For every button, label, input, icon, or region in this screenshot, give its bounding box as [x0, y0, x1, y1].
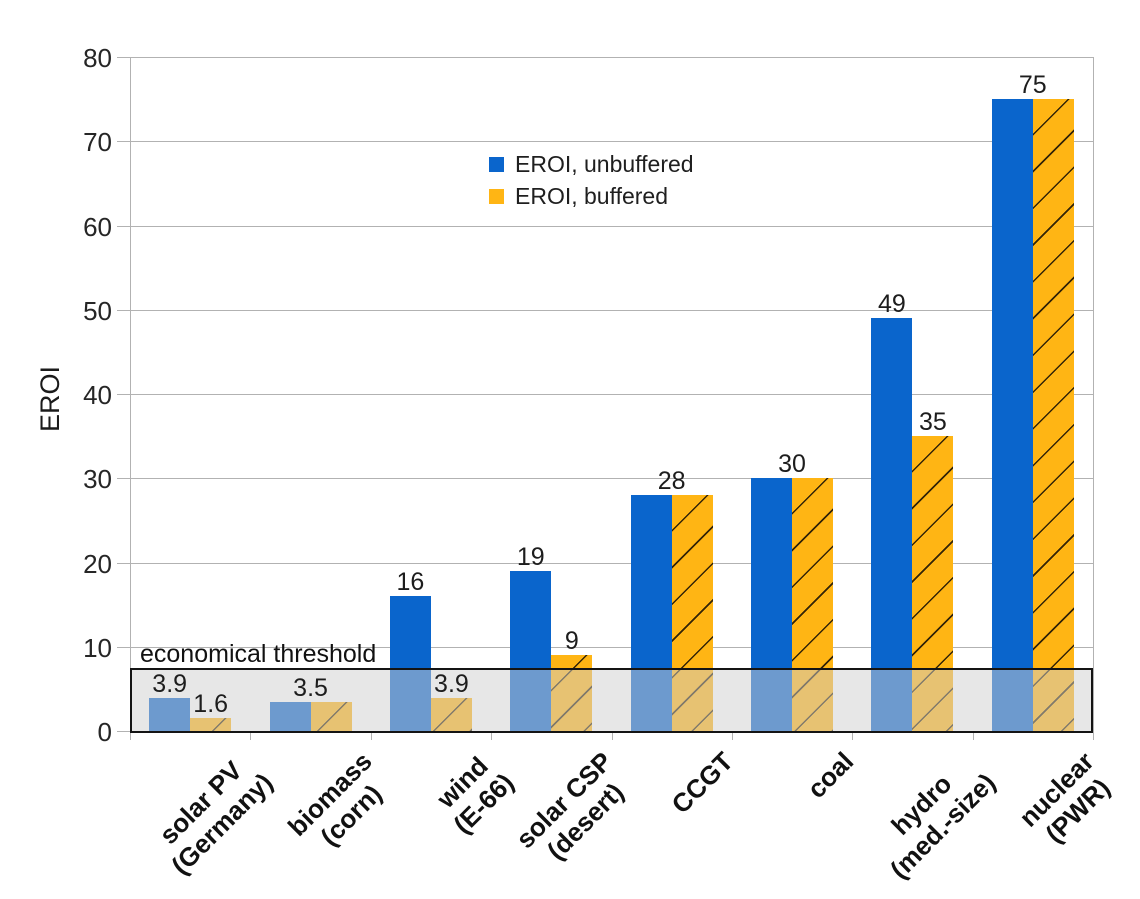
x-axis-tick	[130, 731, 131, 740]
bar-buffered-nuclear-pwr	[1032, 99, 1074, 731]
y-tick-label: 40	[83, 380, 112, 410]
y-tick-label: 50	[83, 295, 112, 326]
bar-value-label: 3.5	[293, 673, 328, 702]
y-axis-tick	[117, 141, 130, 143]
x-axis-tick	[370, 731, 372, 740]
y-tick-label: 20	[83, 548, 112, 579]
y-axis-tick	[117, 478, 130, 480]
x-axis-tick	[852, 731, 854, 740]
legend-label-unbuffered: EROI, unbuffered	[515, 151, 694, 177]
legend-swatch-buffered	[489, 188, 504, 204]
legend-swatch-unbuffered	[489, 156, 504, 172]
x-category-label-hydro-med-size: hydro (med.-size)	[862, 746, 1001, 884]
y-axis-tick	[117, 646, 130, 648]
bar-value-label: 3.9	[434, 670, 469, 699]
y-tick-label: 60	[83, 211, 112, 242]
y-axis-tick	[117, 731, 130, 732]
plot-right-border	[1093, 57, 1094, 731]
legend-label-buffered: EROI, buffered	[515, 183, 668, 209]
x-category-label-line: coal	[801, 746, 860, 805]
y-axis-tick	[117, 57, 130, 58]
gridline	[130, 309, 1093, 311]
y-tick-label: 10	[83, 632, 112, 663]
legend-item-buffered: EROI, buffered	[489, 183, 694, 209]
x-axis-tick	[1093, 731, 1094, 740]
x-category-label-solar-pv-germany: solar PV (Germany)	[144, 746, 278, 880]
bar-value-label: 16	[396, 568, 425, 597]
x-category-label-coal: coal	[801, 746, 859, 804]
y-axis-tick	[117, 309, 130, 311]
gridline	[130, 225, 1093, 227]
bar-value-label: 28	[657, 467, 686, 496]
gridline	[130, 478, 1093, 480]
legend-item-unbuffered: EROI, unbuffered	[489, 151, 694, 177]
threshold-region	[130, 667, 1093, 733]
x-axis-tick	[250, 731, 252, 740]
bar-unbuffered-nuclear-pwr	[991, 99, 1033, 731]
bar-value-label: 19	[516, 542, 545, 571]
x-axis-tick	[972, 731, 974, 740]
x-category-label-ccgt: CCGT	[666, 746, 739, 819]
y-tick-label: 30	[83, 464, 112, 495]
x-category-label-wind-e-66: wind (E-66)	[426, 746, 519, 840]
x-axis-tick	[611, 731, 613, 740]
gridline	[130, 562, 1093, 564]
gridline	[130, 394, 1093, 395]
x-category-label-nuclear-pwr: nuclear (PWR)	[1013, 746, 1121, 854]
gridline	[130, 646, 1093, 648]
bar-value-label: 9	[564, 627, 579, 656]
x-axis-tick	[731, 731, 733, 740]
bar-value-label: 30	[778, 450, 806, 479]
x-category-label-solar-csp-desert: solar CSP (desert)	[510, 746, 639, 875]
threshold-label: economical threshold	[140, 640, 377, 668]
x-axis-tick	[491, 731, 493, 740]
gridline	[130, 141, 1093, 143]
bar-value-label: 49	[878, 290, 906, 319]
bar-value-label: 75	[1018, 71, 1047, 100]
legend: EROI, unbuffered EROI, buffered	[489, 151, 694, 215]
y-axis-tick	[117, 394, 130, 395]
bar-value-label: 3.9	[152, 670, 188, 699]
y-axis-tick	[117, 562, 130, 564]
y-tick-label: 70	[83, 127, 112, 158]
bar-value-label: 35	[919, 408, 947, 437]
bar-value-label: 1.6	[193, 689, 229, 718]
y-tick-label: 80	[83, 43, 112, 73]
y-tick-label: 0	[97, 717, 112, 747]
y-axis-tick	[117, 225, 130, 227]
bar-unbuffered-hydro-med-size	[871, 318, 913, 731]
x-category-label-line: CCGT	[665, 746, 739, 820]
gridline	[130, 57, 1093, 58]
x-category-label-biomass-corn: biomass (corn)	[282, 746, 399, 863]
